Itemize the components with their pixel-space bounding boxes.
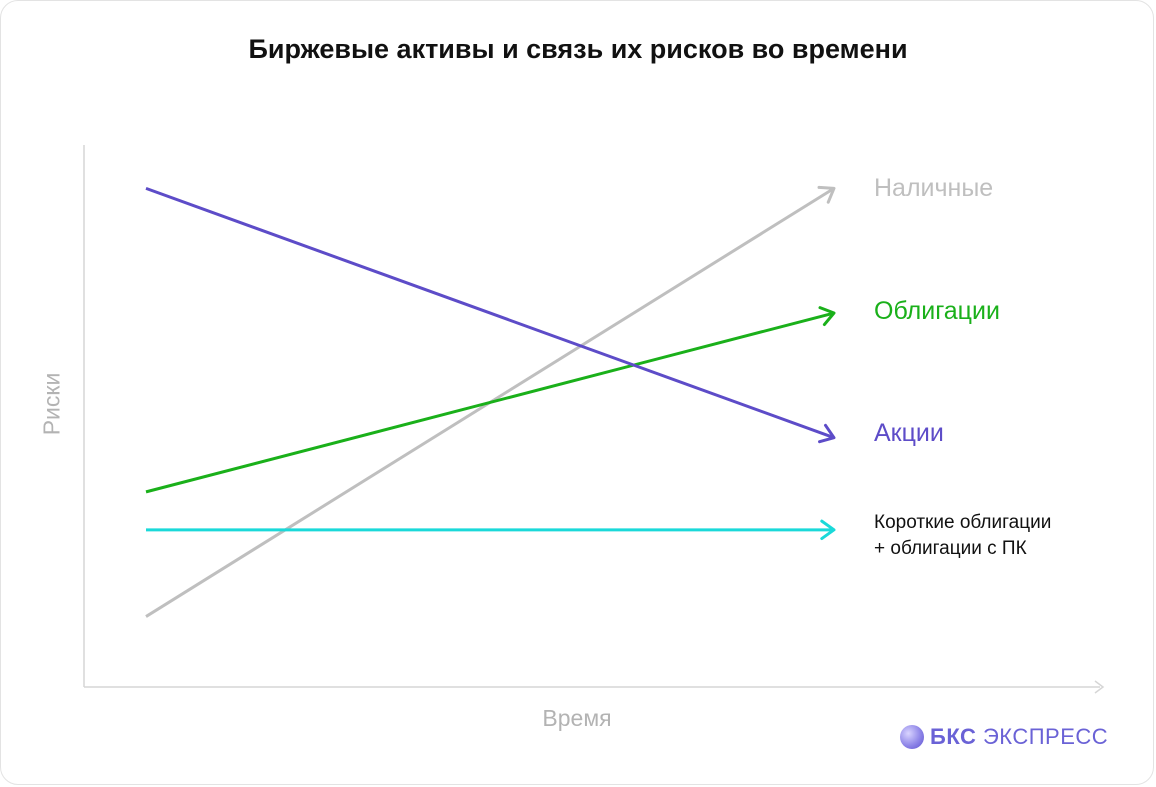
chart-title: Биржевые активы и связь их рисков во вре… bbox=[248, 34, 908, 64]
series-arrowhead-stocks bbox=[818, 423, 836, 444]
series-label-short-bonds: Короткие облигации + облигации с ПК bbox=[874, 512, 1052, 559]
series-line-stocks bbox=[145, 186, 835, 440]
series-label-bonds: Облигации bbox=[874, 297, 1000, 325]
y-axis-label: Риски bbox=[38, 372, 65, 436]
series-line-bonds bbox=[145, 311, 835, 494]
x-axis-label: Время bbox=[542, 705, 612, 731]
series-label-cash: Наличные bbox=[874, 174, 994, 202]
x-axis-arrowhead bbox=[1094, 680, 1105, 694]
brand-name-bold: БКС bbox=[930, 724, 977, 749]
brand-name: БКС ЭКСПРЕСС bbox=[930, 724, 1108, 750]
series-arrowhead-bonds bbox=[818, 306, 836, 327]
brand-sphere-icon bbox=[900, 725, 924, 749]
brand-name-rest: ЭКСПРЕСС bbox=[982, 724, 1109, 749]
series-arrowhead-cash bbox=[817, 185, 836, 204]
brand-logo: БКС ЭКСПРЕСС bbox=[900, 724, 1108, 750]
series-arrowhead-short bbox=[820, 519, 836, 541]
series-label-stocks: Акции bbox=[874, 419, 944, 447]
